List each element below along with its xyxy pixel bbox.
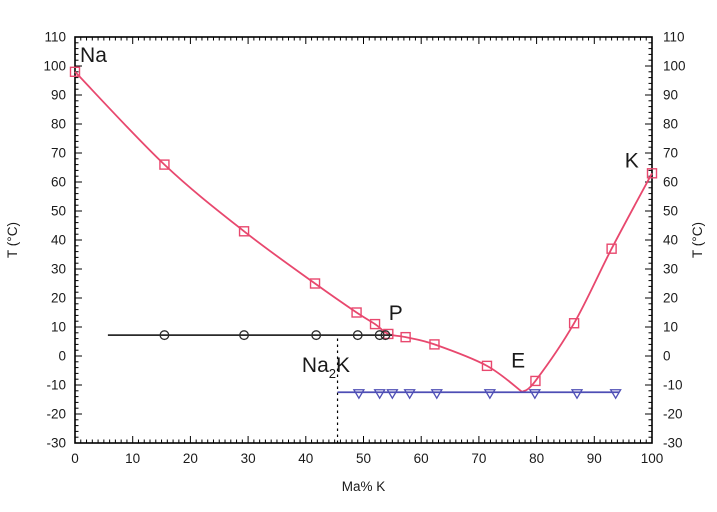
triangle-down-marker [352,389,366,400]
y-tick-label-left: 0 [58,349,66,364]
x-tick-label: 90 [587,451,602,466]
square-marker [530,375,541,387]
y-tick-label-left: 20 [51,291,66,306]
y-tick-label-left: -20 [46,407,66,422]
y-tick-label-right: 60 [663,175,678,190]
triangle-down-marker [609,389,622,400]
y-tick-label-left: 50 [51,204,66,219]
label-p: P [389,302,403,325]
y-tick-label-left: 100 [43,59,66,74]
x-axis-title: Ma% K [342,479,386,494]
square-marker [351,307,362,318]
y-tick-label-right: 10 [663,320,678,335]
y-tick-label-right: -10 [663,378,683,393]
circle-marker [374,330,385,341]
x-tick-label: 80 [529,451,544,466]
y-tick-label-right: 80 [663,117,678,132]
square-marker [238,226,250,237]
y-tick-label-left: 110 [44,30,66,45]
x-tick-label: 40 [298,451,313,466]
x-tick-label: 30 [241,451,256,466]
label-k: K [625,150,639,173]
square-marker [69,66,81,78]
square-marker [481,360,493,372]
y-tick-label-left: 90 [51,88,66,103]
plot-border [74,36,653,444]
label-na: Na [80,44,107,67]
y-tick-label-right: -30 [663,436,683,451]
square-marker [568,318,580,329]
x-tick-label: 60 [414,451,429,466]
y-tick-label-left: -30 [46,436,66,451]
square-marker [309,278,321,289]
y-tick-label-right: 40 [663,233,678,248]
y-tick-label-right: 110 [663,30,685,45]
y-tick-label-right: 70 [663,146,678,161]
square-marker [369,318,381,330]
triangle-down-marker [528,389,542,400]
square-marker [646,168,658,179]
triangle-down-marker [373,389,386,400]
y-tick-label-left: -10 [46,378,66,393]
label-e: E [511,350,525,373]
square-marker [400,331,411,343]
y-tick-label-left: 10 [51,320,66,335]
triangle-down-marker [430,389,443,400]
y-tick-label-right: -20 [663,407,683,422]
y-tick-label-left: 40 [51,233,66,248]
circle-marker [159,330,170,341]
triangle-down-marker [403,389,416,400]
y-tick-label-left: 30 [51,262,66,277]
triangle-down-marker [483,389,496,400]
y-tick-label-right: 20 [663,291,678,306]
square-marker [606,243,617,254]
y-axis-title-left: T (°C) [5,222,20,258]
circle-marker [311,330,322,341]
triangle-down-marker [386,389,399,400]
triangle-down-marker [570,389,584,400]
y-tick-label-right: 100 [663,59,686,74]
x-tick-label: 50 [356,451,371,466]
circle-marker [239,330,250,341]
x-tick-label: 100 [641,451,664,466]
x-tick-label: 10 [125,451,140,466]
square-marker [429,339,440,350]
square-marker [159,159,170,170]
x-tick-label: 0 [71,451,79,466]
label-na2k: Na2K [302,354,350,381]
x-tick-label: 70 [471,451,486,466]
y-tick-label-right: 30 [663,262,678,277]
y-tick-label-right: 50 [663,204,678,219]
y-tick-label-left: 70 [51,146,66,161]
circle-marker [352,330,363,341]
circle-marker [380,330,391,341]
y-tick-label-right: 90 [663,88,678,103]
y-tick-label-right: 0 [663,349,671,364]
y-tick-label-left: 60 [51,175,66,190]
y-axis-title-right: T (°C) [690,222,705,258]
x-tick-label: 20 [183,451,198,466]
y-tick-label-left: 80 [51,117,66,132]
